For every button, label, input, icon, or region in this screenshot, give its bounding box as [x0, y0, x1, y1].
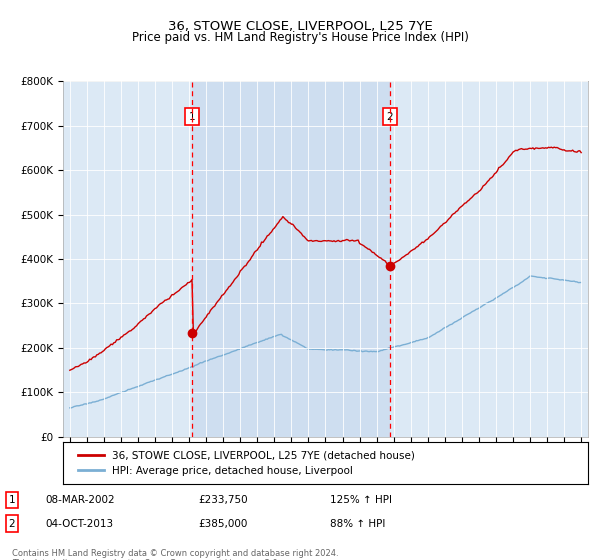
Text: 125% ↑ HPI: 125% ↑ HPI: [330, 495, 392, 505]
Text: 1: 1: [189, 112, 196, 122]
Text: 08-MAR-2002: 08-MAR-2002: [45, 495, 115, 505]
Text: £233,750: £233,750: [198, 495, 248, 505]
Text: 88% ↑ HPI: 88% ↑ HPI: [330, 519, 385, 529]
Text: 1: 1: [8, 495, 16, 505]
Text: 2: 2: [386, 112, 393, 122]
Text: Price paid vs. HM Land Registry's House Price Index (HPI): Price paid vs. HM Land Registry's House …: [131, 31, 469, 44]
Bar: [192, 81, 390, 437]
Text: 2: 2: [8, 519, 16, 529]
Text: 36, STOWE CLOSE, LIVERPOOL, L25 7YE: 36, STOWE CLOSE, LIVERPOOL, L25 7YE: [167, 20, 433, 32]
Legend: 36, STOWE CLOSE, LIVERPOOL, L25 7YE (detached house), HPI: Average price, detach: 36, STOWE CLOSE, LIVERPOOL, L25 7YE (det…: [73, 447, 419, 480]
Text: Contains HM Land Registry data © Crown copyright and database right 2024.
This d: Contains HM Land Registry data © Crown c…: [12, 549, 338, 560]
Text: 04-OCT-2013: 04-OCT-2013: [45, 519, 113, 529]
Text: £385,000: £385,000: [198, 519, 247, 529]
